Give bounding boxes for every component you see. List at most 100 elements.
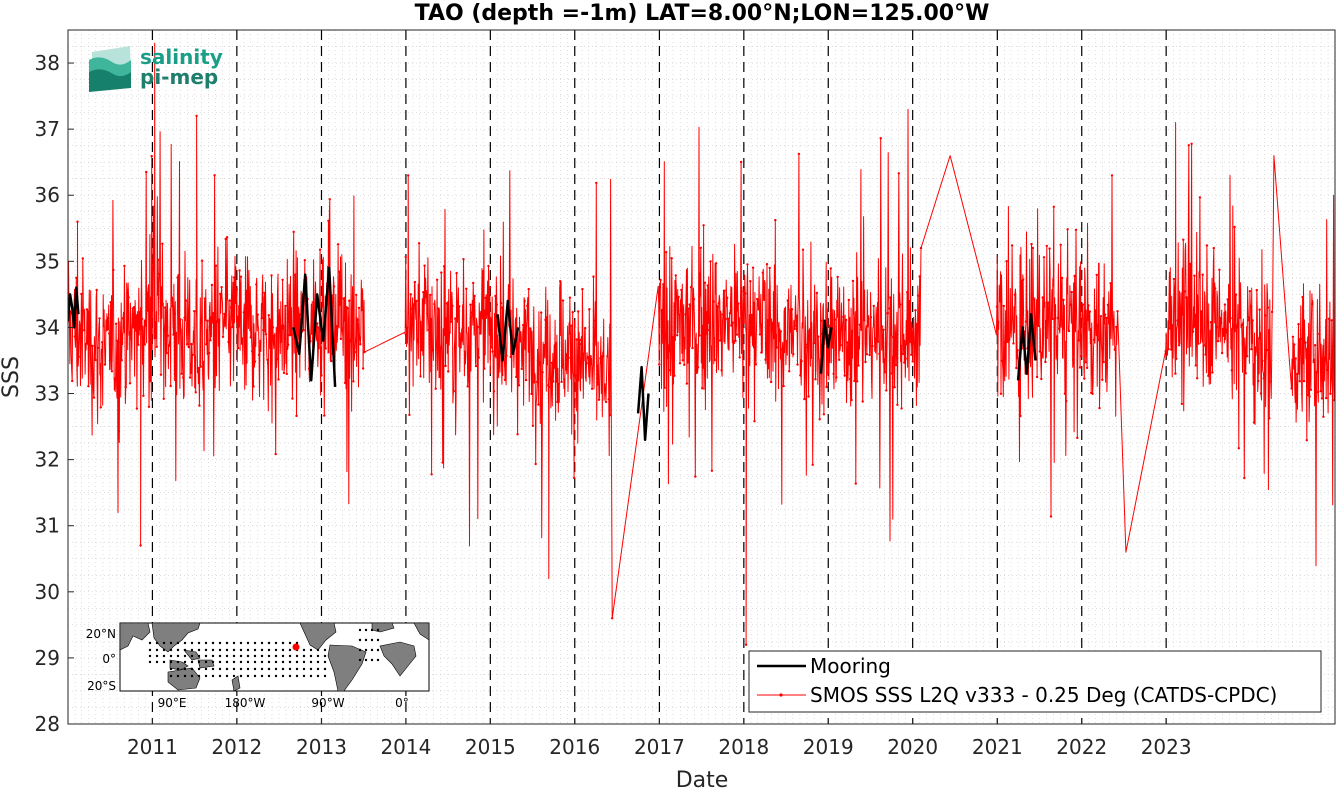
smos-data-point: [187, 345, 190, 349]
smos-data-point: [206, 319, 209, 322]
smos-data-point: [263, 291, 266, 295]
smos-data-point: [1002, 304, 1005, 308]
smos-data-point: [905, 291, 909, 294]
smos-data-point: [268, 319, 272, 322]
smos-data-point: [1191, 330, 1195, 333]
smos-data-point: [224, 237, 227, 241]
smos-data-point: [176, 276, 179, 279]
station-dot: [274, 641, 278, 645]
smos-data-point: [533, 381, 536, 384]
station-dot: [316, 667, 320, 671]
station-dot: [309, 654, 313, 658]
smos-data-point: [907, 320, 910, 324]
smos-data-point: [778, 339, 781, 342]
smos-data-point: [1250, 348, 1253, 351]
smos-data-point: [825, 385, 828, 389]
smos-data-point: [416, 338, 419, 341]
smos-data-point: [1187, 144, 1191, 147]
smos-data-point: [470, 311, 473, 314]
smos-data-point: [694, 475, 697, 478]
smos-data-point: [747, 358, 751, 361]
smos-data-point: [473, 294, 476, 298]
station-dot: [364, 648, 368, 652]
smos-data-point: [851, 279, 855, 283]
smos-data-point: [810, 356, 813, 359]
smos-data-point: [291, 397, 294, 400]
smos-data-point: [1240, 324, 1243, 327]
smos-data-point: [1041, 296, 1044, 299]
y-tick-label: 35: [35, 249, 60, 273]
smos-data-point: [503, 378, 507, 382]
smos-data-point: [663, 386, 666, 389]
smos-data-point: [720, 369, 723, 372]
station-dot: [232, 654, 236, 658]
smos-data-point: [126, 292, 129, 295]
smos-data-point: [1325, 396, 1328, 400]
smos-data-point: [698, 334, 701, 337]
smos-data-point: [447, 370, 450, 373]
station-dot: [197, 654, 201, 658]
smos-data-point: [786, 299, 789, 302]
smos-data-point: [775, 346, 778, 349]
smos-data-point: [744, 643, 748, 646]
station-dot: [155, 654, 159, 658]
legend-box: [748, 650, 1322, 713]
smos-data-point: [237, 346, 240, 350]
smos-data-point: [721, 313, 725, 316]
smos-data-point: [1326, 368, 1329, 372]
smos-data-point: [1215, 325, 1218, 329]
station-dot: [358, 628, 362, 632]
smos-data-point: [753, 420, 756, 423]
smos-data-point: [1248, 290, 1252, 293]
smos-data-point: [232, 276, 236, 279]
smos-data-point: [553, 366, 556, 369]
smos-data-point: [172, 333, 175, 336]
smos-data-point: [691, 346, 694, 350]
smos-data-point: [411, 307, 414, 310]
smos-data-point: [737, 302, 740, 305]
station-dot: [225, 667, 229, 671]
smos-data-point: [593, 319, 597, 322]
station-dot: [302, 648, 306, 652]
smos-data-point: [465, 287, 468, 290]
station-dot: [376, 628, 380, 632]
station-dot: [190, 648, 194, 652]
smos-data-point: [217, 318, 220, 321]
smos-data-point: [669, 368, 672, 372]
station-dot: [148, 648, 152, 652]
smos-data-point: [835, 376, 838, 379]
smos-data-point: [198, 404, 201, 407]
station-dot: [211, 667, 215, 671]
mooring-segment: [819, 319, 833, 374]
smos-data-point: [552, 380, 555, 383]
smos-data-point: [459, 346, 462, 349]
station-dot: [281, 660, 285, 664]
smos-data-point: [702, 224, 705, 227]
smos-data-point: [1320, 397, 1324, 400]
station-dot: [225, 648, 229, 652]
station-dot: [232, 648, 236, 652]
smos-data-point: [915, 322, 918, 326]
y-tick-label: 31: [35, 514, 60, 538]
smos-data-point: [203, 297, 207, 300]
smos-data-point: [1005, 260, 1008, 263]
smos-data-point: [429, 293, 432, 297]
smos-data-point: [611, 617, 614, 620]
station-dot: [197, 674, 201, 678]
smos-data-point: [505, 354, 508, 357]
smos-data-point: [785, 339, 788, 343]
smos-data-point: [1312, 360, 1315, 364]
smos-data-point: [1258, 308, 1261, 311]
smos-data-point: [692, 298, 696, 301]
smos-data-point: [826, 371, 830, 374]
smos-data-point: [1307, 393, 1310, 397]
smos-data-point: [442, 265, 446, 268]
smos-data-point: [712, 300, 715, 303]
smos-data-point: [1308, 395, 1311, 398]
smos-data-point: [1302, 379, 1306, 383]
smos-data-point: [162, 397, 165, 400]
smos-data-point: [267, 314, 270, 317]
smos-data-point: [481, 270, 485, 273]
station-dot: [148, 654, 152, 658]
smos-data-point: [508, 291, 511, 294]
